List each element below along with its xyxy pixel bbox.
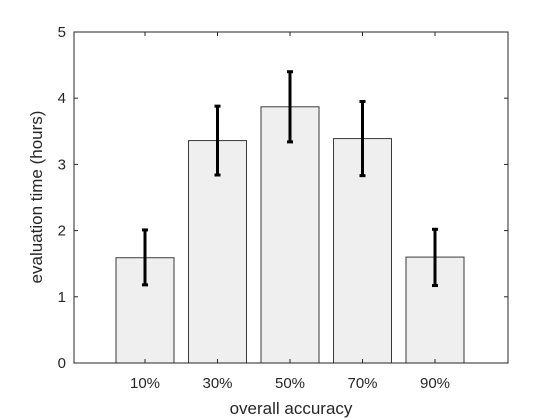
bar-2 bbox=[260, 106, 320, 364]
errorbar-0 bbox=[142, 228, 148, 287]
y-tick-label: 3 bbox=[58, 156, 66, 173]
axes-box bbox=[73, 31, 509, 364]
y-axis-ticks: 0 1 2 3 4 5 bbox=[58, 24, 508, 372]
y-tick-label: 0 bbox=[58, 355, 66, 372]
errorbar-4 bbox=[432, 227, 438, 288]
errorbars-group bbox=[142, 70, 438, 288]
x-tick-label: 10% bbox=[130, 375, 160, 392]
y-tick-label: 5 bbox=[58, 24, 66, 41]
x-tick-label: 90% bbox=[420, 375, 450, 392]
bars-group bbox=[115, 106, 465, 364]
x-tick-label: 30% bbox=[202, 375, 232, 392]
x-axis-ticks: 10% 30% 50% 70% 90% bbox=[130, 32, 450, 392]
errorbar-3 bbox=[359, 100, 366, 178]
y-axis-label: evaluation time (hours) bbox=[27, 111, 46, 284]
y-tick-label: 2 bbox=[58, 223, 66, 240]
y-tick-label: 1 bbox=[58, 289, 66, 306]
errorbar-2 bbox=[287, 70, 293, 144]
x-tick-label: 50% bbox=[275, 375, 305, 392]
x-axis-label: overall accuracy bbox=[230, 399, 353, 418]
x-tick-label: 70% bbox=[347, 375, 377, 392]
y-tick-label: 4 bbox=[58, 90, 66, 107]
errorbar-1 bbox=[214, 104, 221, 177]
